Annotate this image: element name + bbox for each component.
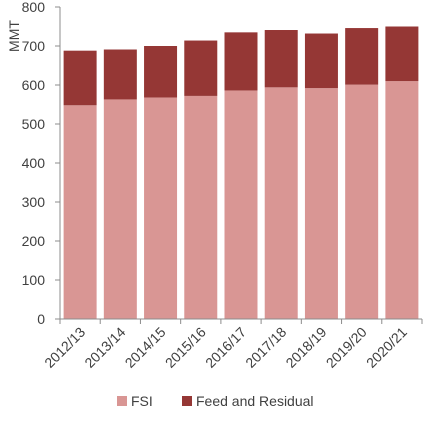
y-tick-label: 600 — [22, 77, 46, 93]
x-tick-label: 2016/17 — [202, 324, 249, 371]
bar-fsi — [103, 99, 137, 320]
bar-feed-residual — [224, 32, 258, 91]
y-tick-label: 300 — [22, 194, 46, 210]
x-tick-label: 2012/13 — [41, 324, 88, 371]
bar-feed-residual — [264, 30, 298, 88]
bar-feed-residual — [63, 50, 97, 106]
x-tick-label: 2019/20 — [323, 324, 370, 371]
bar-feed-residual — [144, 46, 178, 98]
bar-feed-residual — [385, 26, 419, 82]
y-tick-label: 800 — [22, 0, 46, 15]
bar-feed-residual — [345, 28, 379, 85]
bar-fsi — [304, 88, 338, 320]
x-tick-label: 2018/19 — [282, 324, 329, 371]
bar-fsi — [224, 90, 258, 320]
x-tick-label: 2013/14 — [81, 324, 128, 371]
y-axis-ticks: 0 100 200 300 400 500 600 700 800 — [22, 0, 60, 327]
bar-feed-residual — [304, 33, 338, 89]
x-tick-label: 2020/21 — [363, 324, 410, 371]
x-tick-label: 2017/18 — [242, 324, 289, 371]
y-tick-label: 500 — [22, 116, 46, 132]
x-tick-label: 2015/16 — [162, 324, 209, 371]
bar-fsi — [264, 87, 298, 319]
bar-feed-residual — [184, 40, 218, 96]
y-tick-label: 200 — [22, 233, 46, 249]
legend: FSI Feed and Residual — [117, 393, 314, 409]
y-tick-label: 0 — [37, 311, 45, 327]
legend-label: Feed and Residual — [196, 393, 314, 409]
legend-label: FSI — [131, 393, 153, 409]
y-tick-label: 700 — [22, 38, 46, 54]
bar-fsi — [184, 95, 218, 319]
bar-fsi — [144, 97, 178, 319]
bars — [63, 26, 419, 320]
y-tick-label: 400 — [22, 155, 46, 171]
y-axis-title: MMT — [6, 20, 22, 52]
legend-swatch — [182, 396, 192, 406]
bar-fsi — [345, 84, 379, 319]
bar-fsi — [63, 105, 97, 319]
bar-fsi — [385, 81, 419, 319]
x-axis-ticks: 2012/132013/142014/152015/162016/172017/… — [41, 319, 423, 371]
legend-swatch — [117, 396, 127, 406]
bar-feed-residual — [103, 49, 137, 100]
y-tick-label: 100 — [22, 272, 46, 288]
x-tick-label: 2014/15 — [122, 324, 169, 371]
